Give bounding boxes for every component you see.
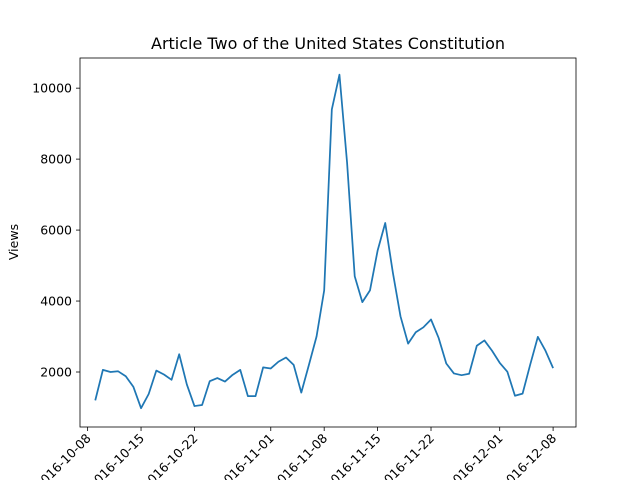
y-tick-label: 6000 <box>40 223 72 238</box>
y-tick-label: 2000 <box>40 365 72 380</box>
y-tick-label: 4000 <box>40 294 72 309</box>
chart-title: Article Two of the United States Constit… <box>151 34 505 53</box>
plot-frame <box>79 57 577 428</box>
y-tick-label: 10000 <box>32 81 72 96</box>
views-line <box>94 73 554 410</box>
y-tick-label: 8000 <box>40 152 72 167</box>
y-axis: 2000 4000 6000 8000 10000 <box>32 81 80 380</box>
y-axis-label: Views <box>6 224 21 260</box>
